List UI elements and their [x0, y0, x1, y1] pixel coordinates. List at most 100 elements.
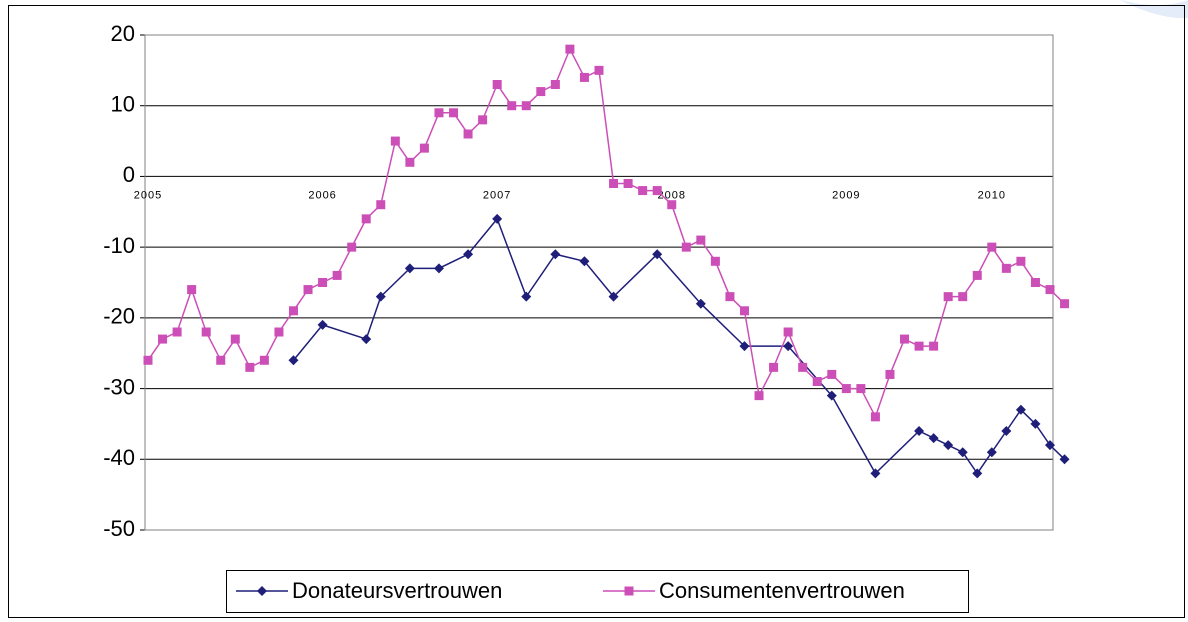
data-point: [667, 200, 677, 210]
data-point: [434, 108, 444, 118]
data-point: [885, 369, 895, 379]
data-point: [433, 263, 444, 274]
data-point: [390, 136, 400, 146]
data-point: [550, 249, 561, 260]
legend-marker: [257, 586, 267, 596]
series-line: [147, 47, 1066, 419]
data-point: [361, 214, 371, 224]
data-point: [143, 355, 153, 365]
data-point: [914, 341, 924, 351]
data-point: [332, 270, 342, 280]
data-point: [230, 334, 240, 344]
data-point: [288, 355, 299, 366]
data-point: [826, 390, 837, 401]
x-tick-label: 2010: [978, 189, 1006, 201]
x-tick-label: 2005: [134, 189, 162, 201]
data-point: [652, 186, 662, 196]
data-point: [987, 242, 997, 252]
data-point: [158, 334, 168, 344]
data-point: [608, 291, 619, 302]
data-point: [1015, 404, 1026, 415]
data-point: [914, 426, 925, 436]
data-point: [492, 213, 503, 224]
data-point: [1045, 285, 1055, 295]
series-line: [292, 217, 1066, 475]
data-point: [739, 306, 749, 316]
data-point: [1059, 454, 1070, 465]
data-point: [405, 157, 415, 167]
data-point: [943, 292, 953, 302]
data-point: [347, 242, 357, 252]
y-tick-label: -20: [103, 304, 135, 329]
y-tick-label: -30: [103, 374, 135, 399]
x-tick-label: 2007: [483, 189, 511, 201]
data-point: [972, 270, 982, 280]
data-point: [1001, 263, 1011, 273]
data-point: [550, 80, 560, 89]
data-point: [609, 179, 619, 188]
data-point: [536, 87, 546, 97]
data-point: [986, 447, 997, 458]
data-point: [492, 80, 502, 89]
data-point: [638, 186, 648, 196]
data-point: [318, 278, 328, 287]
data-point: [172, 327, 182, 337]
y-tick-label: -40: [103, 445, 135, 470]
data-point: [623, 179, 633, 188]
data-point: [201, 327, 211, 337]
data-point: [375, 291, 386, 302]
plot-area: [144, 34, 1054, 531]
data-point: [681, 242, 691, 252]
data-point: [579, 72, 589, 82]
data-point: [259, 355, 269, 365]
data-point: [594, 65, 604, 75]
data-point: [957, 447, 968, 458]
data-point: [695, 298, 706, 309]
data-point: [1016, 256, 1026, 266]
data-point: [187, 285, 197, 295]
legend-marker: [624, 586, 634, 596]
chart-frame: [8, 5, 1185, 618]
data-point: [696, 235, 706, 245]
data-point: [463, 249, 474, 260]
data-point: [783, 341, 794, 352]
data-point: [317, 319, 328, 330]
data-point: [769, 362, 779, 372]
data-point: [900, 334, 910, 344]
y-tick-label: 10: [111, 92, 135, 117]
data-point: [972, 468, 983, 479]
data-point: [856, 384, 866, 394]
data-point: [827, 369, 837, 379]
corner-decoration: [1120, 0, 1188, 19]
data-point: [783, 327, 793, 337]
data-point: [303, 285, 313, 295]
y-tick-label: -50: [103, 516, 135, 541]
data-point: [565, 44, 575, 54]
data-point: [812, 377, 822, 386]
data-point: [754, 391, 764, 401]
data-point: [652, 249, 663, 260]
data-point: [1060, 299, 1070, 309]
data-point: [841, 384, 851, 394]
y-tick-label: -10: [103, 233, 135, 258]
data-point: [288, 306, 298, 316]
data-point: [928, 433, 939, 444]
legend-label: Consumentenvertrouwen: [659, 578, 905, 603]
data-point: [507, 101, 517, 111]
data-point: [463, 129, 473, 139]
data-point: [274, 327, 284, 337]
data-point: [1045, 440, 1055, 451]
data-point: [521, 101, 531, 111]
legend-label: Donateursvertrouwen: [292, 578, 502, 603]
data-point: [943, 440, 954, 451]
data-point: [798, 362, 808, 372]
x-tick-label: 2009: [832, 189, 860, 201]
x-tick-label: 2006: [308, 189, 336, 201]
data-point: [404, 263, 415, 274]
y-tick-label: 20: [111, 21, 135, 46]
data-point: [1030, 418, 1041, 429]
data-point: [739, 341, 750, 352]
data-point: [1030, 278, 1040, 287]
data-point: [521, 291, 532, 302]
